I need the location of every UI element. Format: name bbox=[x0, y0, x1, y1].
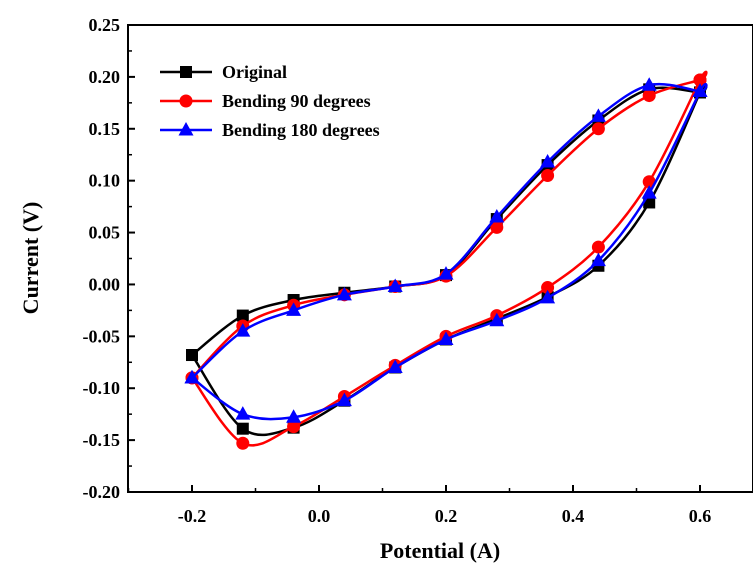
data-point bbox=[540, 289, 556, 304]
data-point bbox=[438, 266, 454, 280]
data-point bbox=[186, 349, 198, 362]
legend: Original Bending 90 degrees Bending 180 de… bbox=[160, 62, 380, 140]
data-point bbox=[336, 286, 352, 301]
data-point bbox=[541, 281, 555, 295]
data-point bbox=[591, 240, 605, 254]
x-tick-label: 0.6 bbox=[689, 506, 712, 526]
data-point bbox=[286, 409, 302, 423]
y-tick-label: 0.05 bbox=[89, 223, 121, 243]
data-point bbox=[286, 302, 302, 316]
data-point bbox=[236, 436, 250, 450]
data-point bbox=[235, 406, 251, 420]
y-axis-title: Current (V) bbox=[18, 202, 43, 315]
data-point bbox=[590, 252, 606, 267]
data-point bbox=[387, 359, 403, 373]
y-tick-label: -0.10 bbox=[83, 378, 121, 398]
y-tick-label: 0.00 bbox=[89, 274, 121, 294]
y-tick-label: 0.20 bbox=[89, 67, 121, 87]
x-tick-label: 0.2 bbox=[435, 506, 458, 526]
data-point bbox=[693, 73, 707, 87]
y-tick-label: -0.20 bbox=[83, 482, 121, 502]
data-point bbox=[235, 323, 251, 337]
data-point bbox=[692, 83, 708, 97]
data-point bbox=[184, 369, 200, 384]
x-tick-label: -0.2 bbox=[178, 506, 207, 526]
data-point bbox=[591, 122, 605, 136]
legend-label: Bending 90 degrees bbox=[222, 91, 371, 111]
y-tick-label: -0.05 bbox=[83, 326, 121, 346]
data-point bbox=[336, 392, 352, 407]
y-axis: -0.20 -0.15 -0.10 -0.05 0.00 0.05 0.10 0.15 0.20… bbox=[83, 15, 135, 502]
legend-marker bbox=[179, 94, 193, 108]
series-2 bbox=[184, 77, 708, 423]
data-point bbox=[489, 208, 505, 223]
data-point bbox=[642, 89, 656, 103]
legend-label: Original bbox=[222, 62, 287, 82]
y-tick-label: 0.25 bbox=[89, 15, 121, 35]
y-tick-label: 0.15 bbox=[89, 119, 121, 139]
data-point bbox=[490, 220, 504, 234]
legend-marker bbox=[180, 66, 192, 78]
data-point bbox=[641, 77, 657, 91]
series-line bbox=[191, 82, 708, 421]
data-point bbox=[438, 331, 454, 345]
data-point bbox=[590, 108, 606, 122]
data-point bbox=[236, 422, 249, 435]
data-point bbox=[642, 175, 656, 189]
data-point bbox=[641, 185, 657, 199]
y-tick-label: 0.10 bbox=[89, 171, 121, 191]
data-point bbox=[540, 153, 556, 168]
x-axis: -0.2 0.0 0.2 0.4 0.6 bbox=[127, 485, 712, 526]
series-layer bbox=[184, 70, 708, 450]
data-point bbox=[541, 168, 555, 182]
x-axis-title: Potential (A) bbox=[380, 538, 500, 563]
data-point bbox=[489, 312, 505, 327]
data-point bbox=[236, 309, 249, 322]
x-tick-label: 0.0 bbox=[308, 506, 331, 526]
legend-label: Bending 180 degrees bbox=[222, 120, 380, 140]
legend-marker bbox=[178, 122, 194, 136]
data-point bbox=[287, 420, 301, 434]
y-tick-label: -0.15 bbox=[83, 430, 121, 450]
data-point bbox=[387, 278, 403, 293]
x-tick-label: 0.4 bbox=[562, 506, 585, 526]
